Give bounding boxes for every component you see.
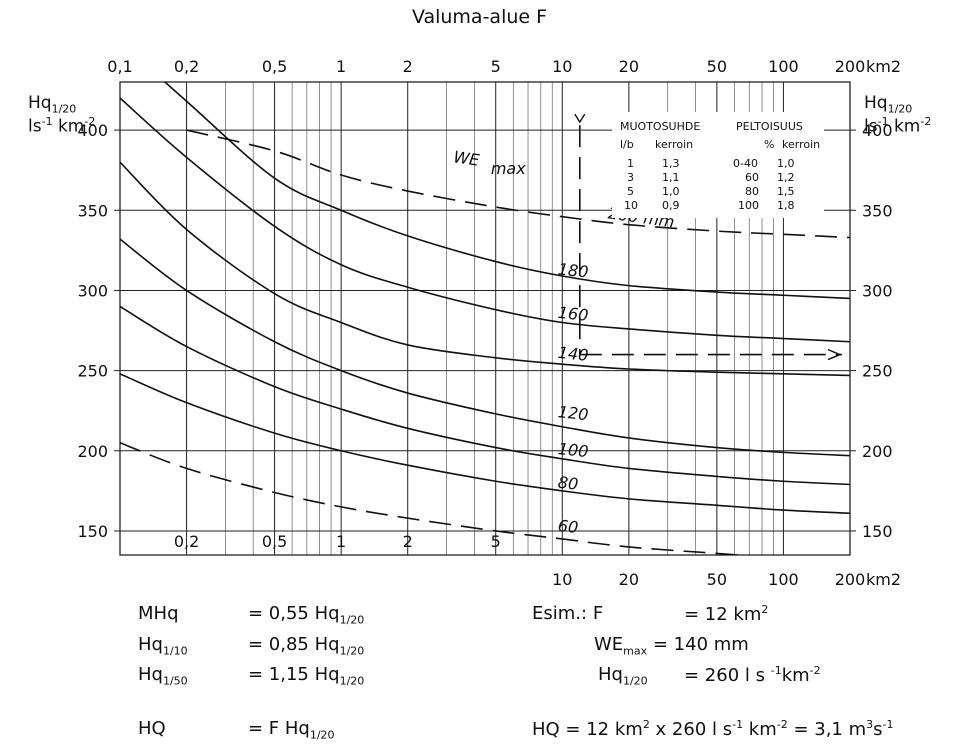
example-right-arrow [827,348,842,361]
table-left-col-1: l/b [620,138,634,151]
table-right-r3-b: 1,5 [777,185,795,198]
table-right-r4-a: 100 [738,199,759,212]
x-top-tick-label: 1 [336,57,346,76]
x-bottom-tick-label: 50 [707,570,727,589]
series-curve-80 [120,373,850,515]
y-tick-label-right: 350 [862,201,893,220]
curve-label: 100 [557,439,589,461]
table-left-r1-b: 1,3 [662,157,680,170]
example-down-arrow [574,113,586,124]
info-table: MUOTOSUHDE PELTOISUUS l/b kerroin % kerr… [612,112,824,218]
table-left-r3-a: 5 [627,185,634,198]
x-top-tick-label: 100 [768,57,799,76]
x-top-tick-label: 0,2 [174,57,199,76]
table-left-r2-a: 3 [627,171,634,184]
y-tick-label-left: 350 [77,201,108,220]
table-right-r1-a: 0-40 [733,157,758,170]
example-label: Esim.: F [532,603,604,624]
table-right-r2-b: 1,2 [777,171,795,184]
formula-hq-eq: = F Hq1/20 [248,718,335,742]
info-table-bg [612,112,824,218]
table-left-col-2: kerroin [655,138,693,151]
we-max-label: WE [452,147,481,170]
y-tick-label-left: 150 [77,522,108,541]
x-top-tick-label: 10 [552,57,572,76]
table-right-col-2: kerroin [782,138,820,151]
table-left-r3-b: 1,0 [662,185,680,198]
example-hq-value: = 260 l s -1km-2 [684,664,821,686]
x-bottom-tick-label: 200 [835,570,866,589]
curve-label: 60 [557,516,579,537]
x-bottom-tick-label: 0,2 [174,532,199,551]
table-left-r4-b: 0,9 [662,199,680,212]
formula-hq10-eq: = 0,85 Hq1/20 [248,634,365,658]
series-curve-100 [120,305,850,486]
formula-mhq-eq: = 0,55 Hq1/20 [248,603,365,627]
example-f-value: = 12 km2 [684,603,769,625]
series-curve-120 [120,238,850,457]
y-tick-label-right: 250 [862,362,893,381]
x-top-tick-label: 0,1 [107,57,132,76]
curve-label: 160 [557,303,589,325]
curve-label: 120 [557,402,589,424]
y-axis-label-right: Hq1/20 ls-1 km-2 [864,93,932,138]
chart-title: Valuma-alue F [411,6,548,28]
series-curve-60 [120,442,749,555]
y-tick-label-left: 250 [77,362,108,381]
series-curve-180 [163,82,850,300]
series-curve-160 [120,97,850,343]
x-bottom-tick-label: 1 [336,532,346,551]
y-tick-label-left: 400 [77,121,108,140]
y-axis-label-left: Hq1/20 ls-1 km-2 [28,93,96,138]
table-right-col-1: % [764,138,774,151]
x-top-tick-label: 20 [619,57,639,76]
curve-label: 80 [557,473,579,494]
example-we: WEmax = 140 mm [594,634,749,658]
table-right-r3-a: 80 [745,185,759,198]
y-tick-label-right: 150 [862,522,893,541]
x-bottom-tick-label: 20 [619,570,639,589]
table-left-header: MUOTOSUHDE [620,120,700,133]
x-bottom-tick-label: 100 [768,570,799,589]
x-top-tick-label: 5 [491,57,501,76]
example-hq-result: HQ = 12 km2 x 260 l s-1 km-2 = 3,1 m3s-1 [532,718,894,740]
table-right-r4-b: 1,8 [777,199,795,212]
table-right-r2-a: 60 [745,171,759,184]
curve-label: 180 [557,259,589,281]
formula-mhq: MHq [138,603,179,624]
curve-label: 140 [557,343,589,365]
table-left-r1-a: 1 [627,157,634,170]
example-hq: Hq1/20 [598,664,648,688]
table-right-r1-b: 1,0 [777,157,795,170]
formula-hq: HQ [138,718,166,739]
x-bottom-tick-label: 0,5 [262,532,287,551]
formula-hq50: Hq1/50 [138,664,188,688]
y-tick-label-left: 200 [77,442,108,461]
x-bottom-tick-label: 2 [403,532,413,551]
y-tick-label-right: 300 [862,281,893,300]
x-bottom-tick-label: 10 [552,570,572,589]
table-right-header: PELTOISUUS [736,120,803,133]
series-curve-140 [120,161,850,377]
y-tick-label-right: 200 [862,442,893,461]
x-bottom-tick-label: 5 [491,532,501,551]
y-tick-label-right: 400 [862,121,893,140]
y-tick-label-left: 300 [77,281,108,300]
x-bottom-unit: km2 [866,570,901,589]
formula-hq50-eq: = 1,15 Hq1/20 [248,664,365,688]
table-left-r4-a: 10 [624,199,638,212]
x-top-tick-label: 0,5 [262,57,287,76]
table-left-r2-b: 1,1 [662,171,680,184]
x-top-unit: km2 [866,57,901,76]
plot-frame [119,81,851,556]
x-top-tick-label: 50 [707,57,727,76]
x-top-tick-label: 200 [835,57,866,76]
we-max-sub: max [491,159,526,178]
series-layer [120,82,850,555]
formula-hq10: Hq1/10 [138,634,188,658]
x-top-tick-label: 2 [403,57,413,76]
